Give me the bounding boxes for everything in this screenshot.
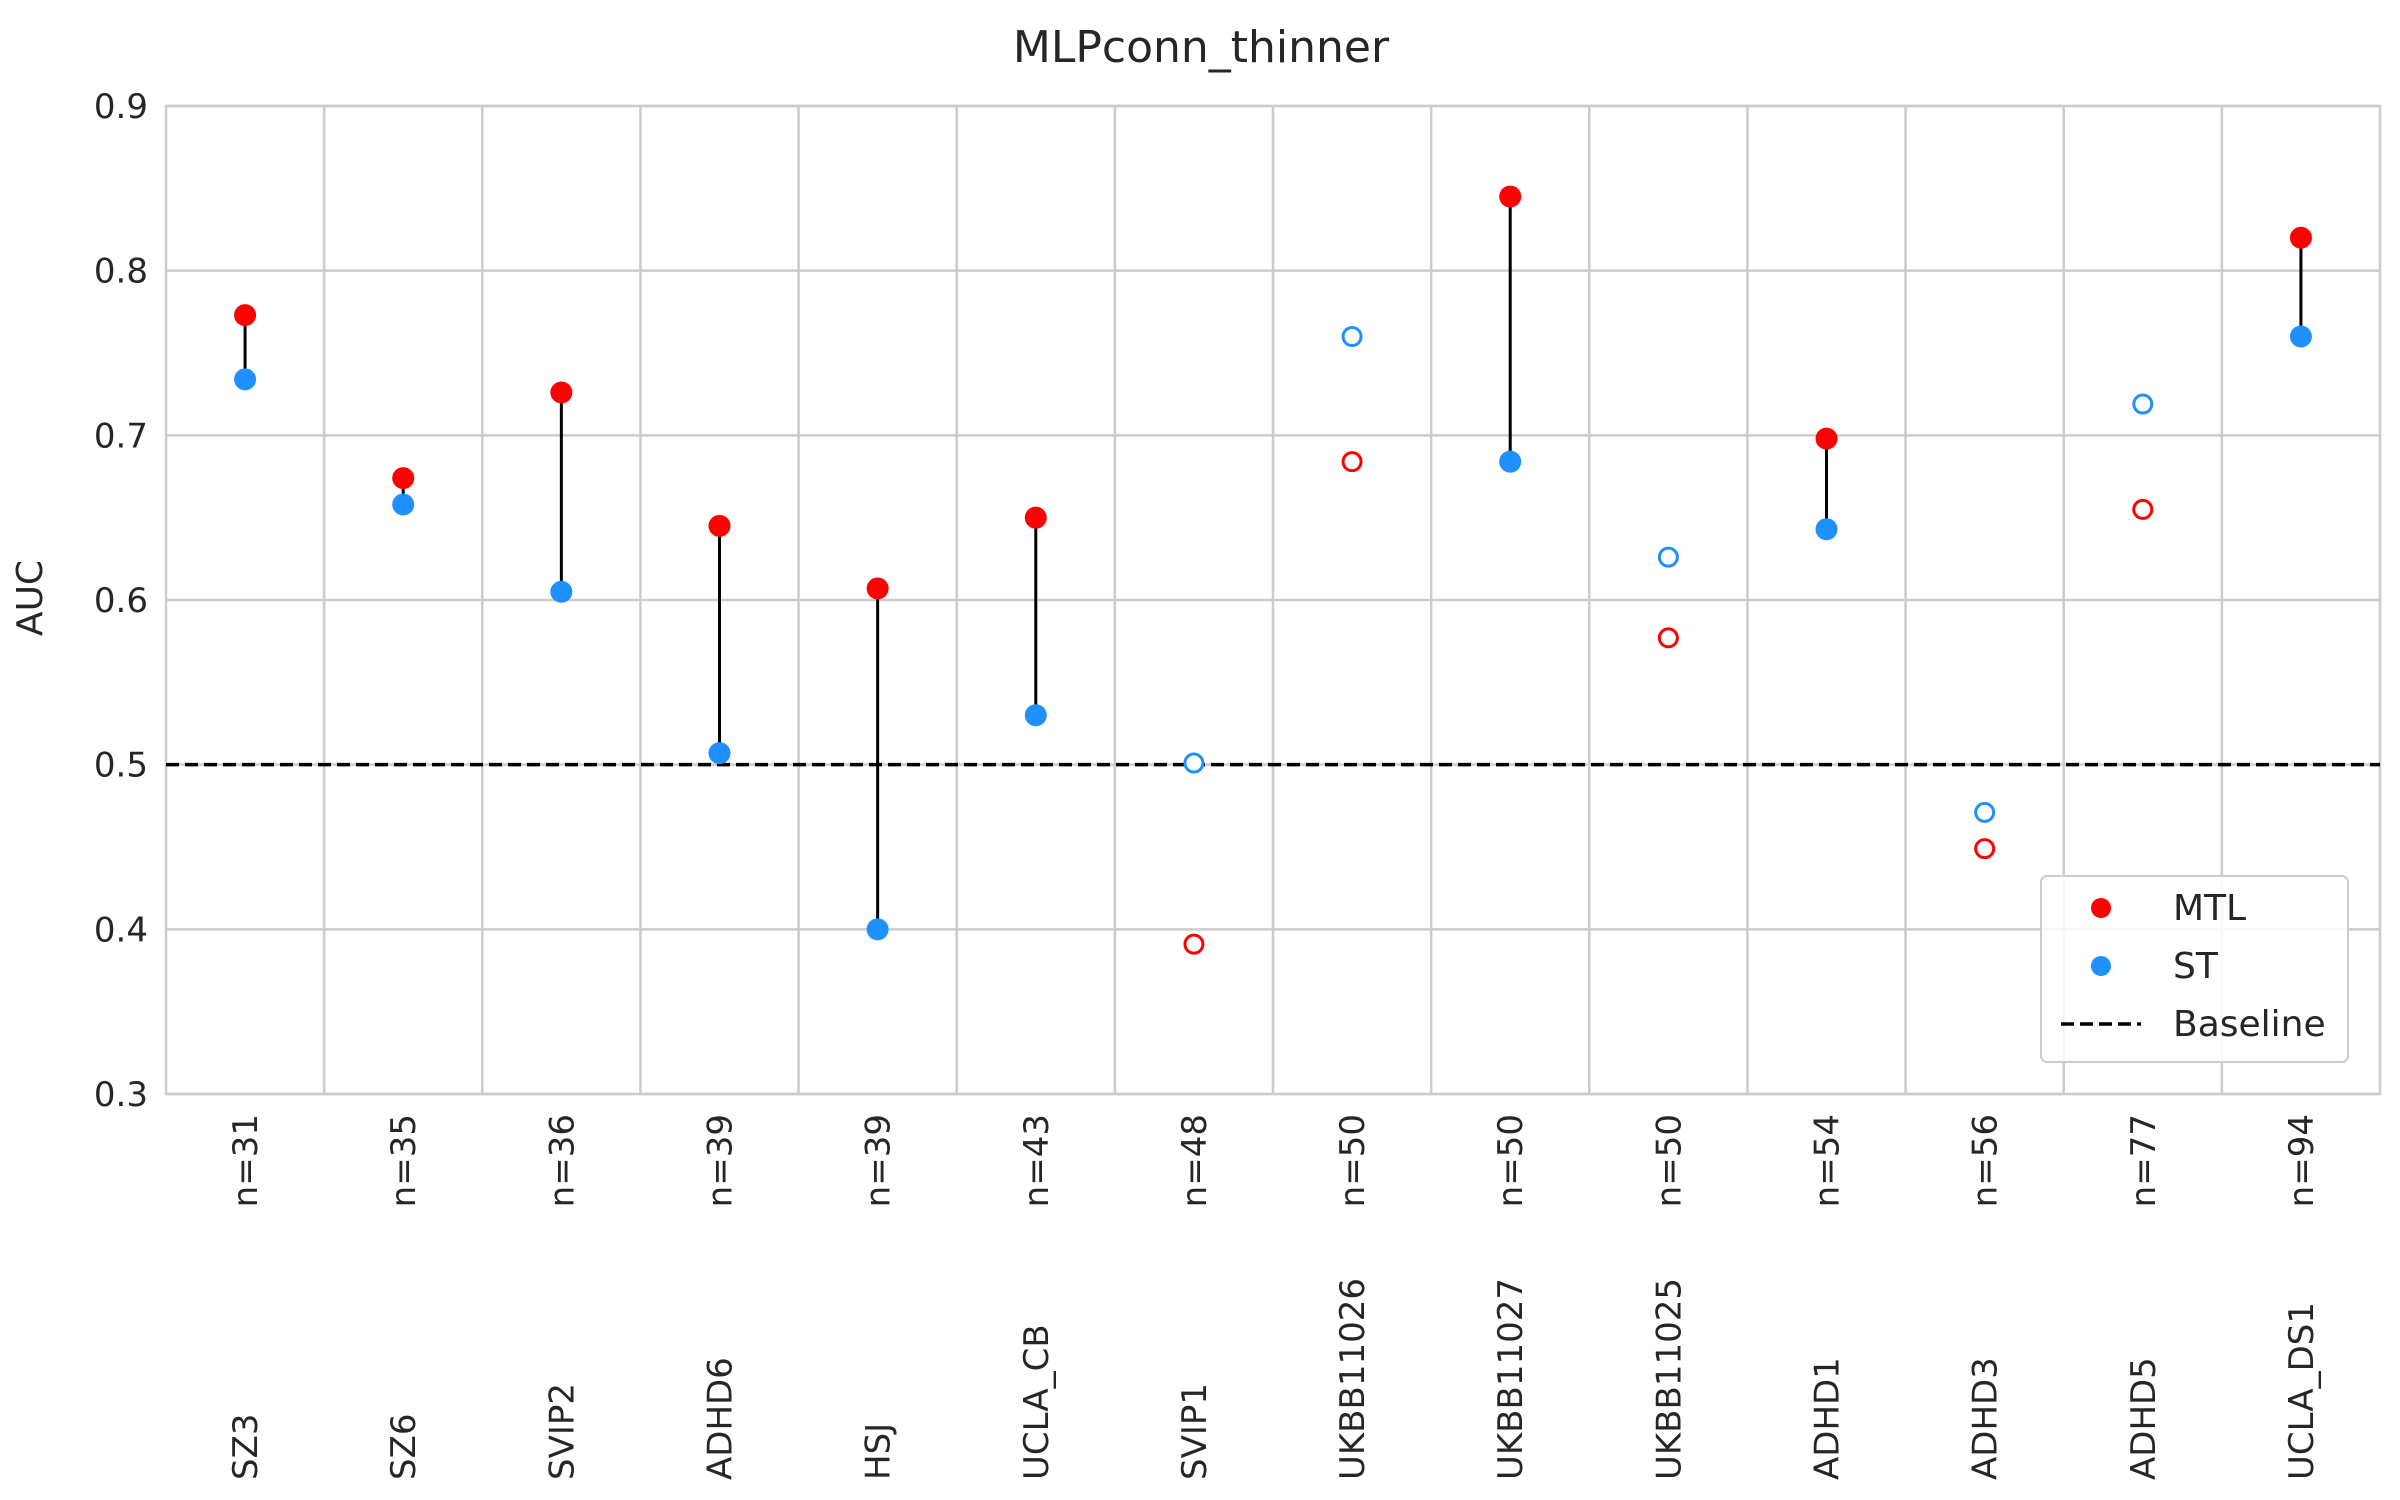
y-tick-label: 0.4 (94, 910, 148, 950)
x-tick-n-label: n=56 (1966, 1114, 2006, 1207)
mtl-point (866, 577, 889, 600)
x-tick-category-label: SZ6 (384, 1413, 424, 1480)
mtl-point (1499, 185, 1522, 208)
mtl-point (1024, 506, 1047, 529)
st-point (2289, 325, 2312, 348)
x-tick-category-label: ADHD3 (1966, 1357, 2006, 1480)
st-point (1024, 704, 1047, 727)
x-tick-n-label: n=39 (701, 1114, 741, 1207)
y-tick-label: 0.9 (94, 87, 148, 127)
x-tick-category-label: ADHD1 (1808, 1357, 1848, 1480)
mtl-point (708, 514, 731, 537)
st-point (1657, 546, 1679, 568)
st-point (392, 493, 415, 516)
st-point (1341, 326, 1363, 348)
legend-marker-st (2091, 956, 2111, 976)
st-point (708, 742, 731, 765)
x-tick-n-label: n=50 (1649, 1114, 1689, 1207)
mtl-point (2289, 226, 2312, 249)
st-point (1183, 752, 1205, 774)
mtl-point (550, 381, 573, 404)
y-tick-label: 0.8 (94, 252, 148, 292)
mtl-point (1341, 451, 1363, 473)
st-point (866, 918, 889, 941)
x-tick-category-label: UCLA_CB (1017, 1324, 1057, 1480)
legend-frame (2040, 875, 2349, 1063)
x-tick-category-label: UKBB11026 (1333, 1278, 1373, 1480)
st-point (2132, 393, 2154, 415)
x-tick-n-label: n=50 (1333, 1114, 1373, 1207)
x-tick-category-label: SVIP2 (542, 1383, 582, 1480)
mtl-point (1974, 838, 1996, 860)
x-tick-category-label: SVIP1 (1175, 1383, 1215, 1480)
connector-layer (243, 196, 2303, 930)
st-point (550, 580, 573, 603)
x-tick-n-label: n=35 (384, 1114, 424, 1207)
axis-layer: 0.3 0.4 0.5 0.6 0.7 0.8 0.9 n=31 SZ3 n=35 SZ6 n=36 S… (94, 87, 2322, 1480)
mtl-point (1815, 427, 1838, 450)
legend-label: Baseline (2173, 1004, 2326, 1045)
x-tick-n-label: n=50 (1491, 1114, 1531, 1207)
x-tick-category-label: UKBB11025 (1649, 1278, 1689, 1480)
grid (164, 104, 2382, 1096)
x-tick-n-label: n=43 (1017, 1114, 1057, 1207)
x-tick-category-label: UKBB11027 (1491, 1278, 1531, 1480)
st-point (1815, 518, 1838, 541)
y-axis-label: AUC (10, 560, 51, 636)
x-tick-category-label: UCLA_DS1 (2282, 1302, 2322, 1480)
y-tick-label: 0.7 (94, 416, 148, 456)
x-tick-n-label: n=31 (226, 1114, 266, 1207)
legend-marker-mtl (2091, 898, 2111, 918)
y-tick-label: 0.3 (94, 1075, 148, 1115)
st-point (1499, 450, 1522, 473)
x-tick-category-label: ADHD6 (701, 1357, 741, 1480)
x-tick-category-label: SZ3 (226, 1413, 266, 1480)
x-tick-n-label: n=94 (2282, 1114, 2322, 1207)
y-tick-label: 0.6 (94, 581, 148, 621)
mtl-point (234, 304, 257, 327)
st-point (1974, 801, 1996, 823)
x-tick-n-label: n=54 (1808, 1114, 1848, 1207)
x-tick-n-label: n=48 (1175, 1114, 1215, 1207)
mtl-point (392, 467, 415, 490)
st-point (234, 368, 257, 391)
x-tick-n-label: n=36 (542, 1114, 582, 1207)
mtl-point (1183, 933, 1205, 955)
y-tick-label: 0.5 (94, 746, 148, 786)
x-tick-category-label: HSJ (859, 1423, 899, 1480)
x-tick-category-label: ADHD5 (2124, 1357, 2164, 1480)
legend-label: ST (2173, 946, 2219, 987)
point-layer (234, 185, 2312, 955)
x-tick-n-label: n=77 (2124, 1114, 2164, 1207)
x-tick-n-label: n=39 (859, 1114, 899, 1207)
chart-title: MLPconn_thinner (1013, 22, 1390, 73)
mtl-point (2132, 498, 2154, 520)
legend: MTL ST Baseline (2040, 875, 2349, 1063)
mtl-point (1657, 627, 1679, 649)
legend-label: MTL (2173, 888, 2246, 929)
